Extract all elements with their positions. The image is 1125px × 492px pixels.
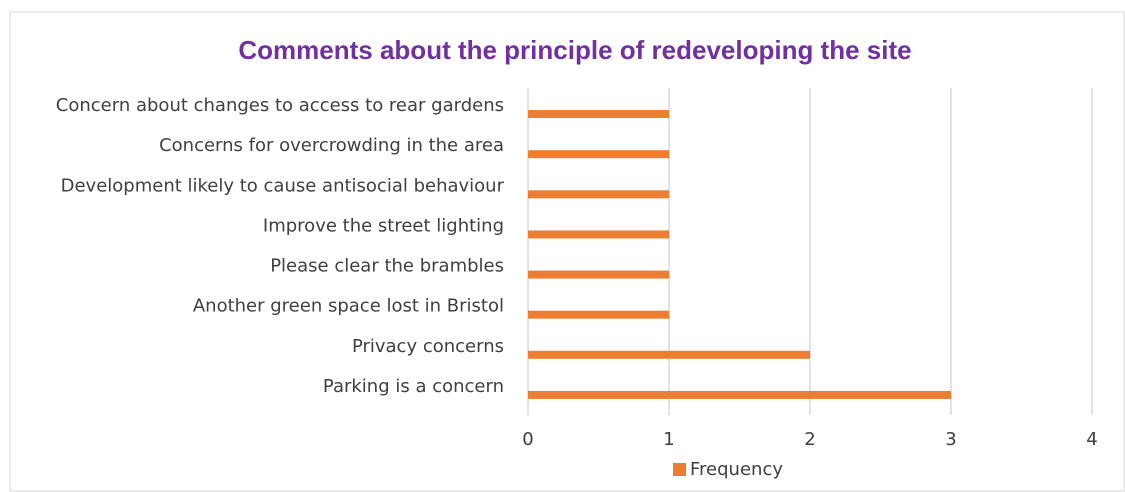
chart-border (9, 11, 1125, 492)
bar (528, 150, 669, 159)
bar (528, 230, 669, 239)
legend-swatch (673, 463, 686, 476)
y-tick-label: Concerns for overcrowding in the area (159, 135, 504, 156)
x-tick-label: 4 (1086, 429, 1097, 450)
bar (528, 110, 669, 119)
y-tick-label: Improve the street lighting (263, 215, 504, 236)
legend-label: Frequency (690, 459, 783, 480)
bar (528, 390, 951, 399)
x-tick-label: 3 (945, 429, 956, 450)
x-tick-label: 1 (663, 429, 674, 450)
x-tick-label: 2 (804, 429, 815, 450)
x-tick-label: 0 (522, 429, 533, 450)
bar (528, 310, 669, 319)
bar (528, 190, 669, 199)
chart-title: Comments about the principle of redevelo… (238, 35, 911, 65)
y-tick-label: Concern about changes to access to rear … (56, 95, 504, 116)
y-tick-label: Privacy concerns (352, 336, 504, 357)
y-tick-label: Please clear the brambles (270, 256, 504, 277)
bar (528, 270, 669, 279)
y-tick-label: Another green space lost in Bristol (193, 296, 504, 317)
y-tick-label: Parking is a concern (323, 376, 504, 397)
bar (528, 350, 810, 359)
y-tick-label: Development likely to cause antisocial b… (61, 175, 505, 196)
